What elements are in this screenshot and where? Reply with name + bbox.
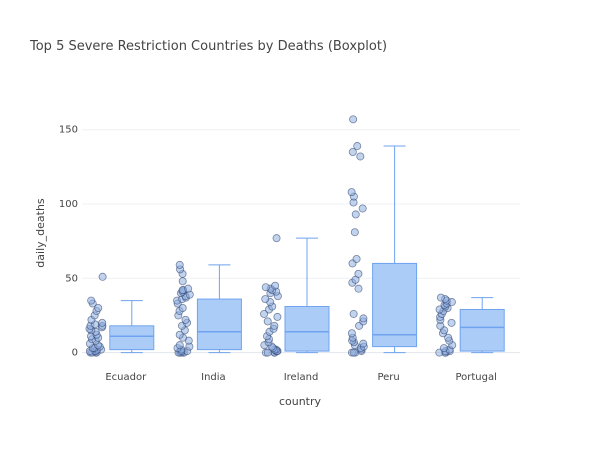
data-point xyxy=(439,344,448,353)
iqr-box xyxy=(372,262,418,348)
iqr-box xyxy=(459,308,505,352)
data-point xyxy=(261,295,270,304)
data-point xyxy=(358,204,367,213)
data-point xyxy=(181,315,190,324)
iqr-box xyxy=(284,306,330,352)
box-india xyxy=(196,264,242,354)
data-point xyxy=(271,281,280,290)
data-point xyxy=(354,284,363,293)
data-point xyxy=(260,309,269,318)
box-ecuador xyxy=(109,300,155,354)
box-peru xyxy=(372,145,418,354)
data-point xyxy=(94,303,103,312)
data-point xyxy=(347,188,356,197)
y-axis-title: daily_deaths xyxy=(34,198,47,268)
iqr-box xyxy=(196,298,242,351)
data-point xyxy=(356,152,365,161)
data-point xyxy=(349,309,358,318)
data-point xyxy=(272,234,281,243)
chart-title: Top 5 Severe Restriction Countries by De… xyxy=(29,39,387,54)
x-tick-label: Ireland xyxy=(284,372,319,383)
data-point xyxy=(184,284,193,293)
data-point xyxy=(447,318,456,327)
data-point xyxy=(350,228,359,237)
x-tick-label: India xyxy=(201,372,226,383)
axis-labels: 0 50 100 150 Ecuador India Ireland Peru Portugal xyxy=(59,125,497,383)
data-point xyxy=(175,330,184,339)
data-point xyxy=(354,269,363,278)
plot-area xyxy=(85,115,505,357)
data-point xyxy=(263,317,272,326)
data-point xyxy=(351,210,360,219)
x-tick-label: Peru xyxy=(377,372,399,383)
y-tick-label: 0 xyxy=(72,348,78,359)
data-point xyxy=(175,341,184,350)
x-axis-title: country xyxy=(279,395,322,408)
y-tick-label: 150 xyxy=(59,125,78,136)
x-tick-label: Portugal xyxy=(455,372,496,383)
data-point xyxy=(359,314,368,323)
data-point xyxy=(178,277,187,286)
data-point xyxy=(178,303,187,312)
data-point xyxy=(349,348,358,357)
iqr-box xyxy=(109,325,155,351)
data-point xyxy=(353,142,362,151)
data-point xyxy=(359,339,368,348)
y-tick-label: 100 xyxy=(59,199,78,210)
box-portugal xyxy=(459,297,505,354)
data-point xyxy=(98,272,107,281)
data-point xyxy=(436,293,445,302)
data-point xyxy=(270,321,279,330)
data-point xyxy=(87,296,96,305)
data-point xyxy=(98,318,107,327)
y-tick-label: 50 xyxy=(65,273,78,284)
data-point xyxy=(444,333,453,342)
x-tick-label: Ecuador xyxy=(105,372,147,383)
data-point xyxy=(273,312,282,321)
data-point xyxy=(348,147,357,156)
data-point xyxy=(261,283,270,292)
data-point xyxy=(349,115,358,124)
data-point xyxy=(347,329,356,338)
data-point xyxy=(175,260,184,269)
data-point xyxy=(352,254,361,263)
box-ireland xyxy=(284,237,330,354)
